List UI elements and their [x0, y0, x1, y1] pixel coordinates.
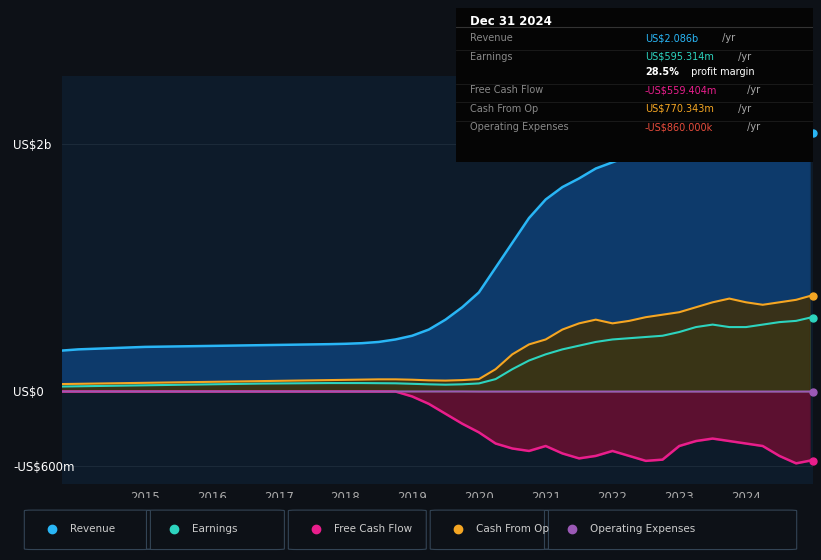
- Text: US$595.314m: US$595.314m: [645, 52, 713, 62]
- Text: Cash From Op: Cash From Op: [476, 524, 549, 534]
- Text: /yr: /yr: [744, 85, 759, 95]
- Text: Operating Expenses: Operating Expenses: [470, 123, 569, 132]
- Text: /yr: /yr: [719, 33, 735, 43]
- Text: Revenue: Revenue: [70, 524, 115, 534]
- Text: Cash From Op: Cash From Op: [470, 104, 539, 114]
- Text: 28.5%: 28.5%: [645, 67, 679, 77]
- Text: US$770.343m: US$770.343m: [645, 104, 713, 114]
- Text: Operating Expenses: Operating Expenses: [590, 524, 695, 534]
- Text: Earnings: Earnings: [192, 524, 238, 534]
- Text: -US$559.404m: -US$559.404m: [645, 85, 718, 95]
- Text: /yr: /yr: [744, 123, 759, 132]
- Text: Dec 31 2024: Dec 31 2024: [470, 15, 552, 27]
- Text: Free Cash Flow: Free Cash Flow: [334, 524, 412, 534]
- Text: /yr: /yr: [736, 104, 751, 114]
- Text: profit margin: profit margin: [688, 67, 754, 77]
- Text: Free Cash Flow: Free Cash Flow: [470, 85, 544, 95]
- Text: /yr: /yr: [736, 52, 751, 62]
- Text: US$2.086b: US$2.086b: [645, 33, 698, 43]
- Text: Earnings: Earnings: [470, 52, 512, 62]
- Text: Revenue: Revenue: [470, 33, 512, 43]
- Text: -US$860.000k: -US$860.000k: [645, 123, 713, 132]
